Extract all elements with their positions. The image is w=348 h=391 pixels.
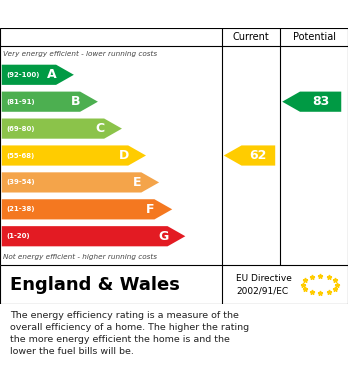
Text: EU Directive: EU Directive: [236, 274, 292, 283]
Text: D: D: [119, 149, 129, 162]
Polygon shape: [2, 91, 98, 112]
Polygon shape: [224, 145, 275, 166]
Text: England & Wales: England & Wales: [10, 276, 180, 294]
Polygon shape: [2, 65, 74, 85]
Text: (55-68): (55-68): [6, 152, 34, 158]
Text: 62: 62: [250, 149, 267, 162]
Text: F: F: [146, 203, 155, 216]
Polygon shape: [2, 118, 122, 139]
Text: Current: Current: [233, 32, 270, 42]
Text: Very energy efficient - lower running costs: Very energy efficient - lower running co…: [3, 50, 158, 57]
Text: (1-20): (1-20): [6, 233, 30, 239]
Text: 83: 83: [312, 95, 329, 108]
Text: (81-91): (81-91): [6, 99, 34, 105]
Text: (69-80): (69-80): [6, 126, 34, 132]
Text: Not energy efficient - higher running costs: Not energy efficient - higher running co…: [3, 254, 158, 260]
Text: The energy efficiency rating is a measure of the
overall efficiency of a home. T: The energy efficiency rating is a measur…: [10, 311, 250, 355]
Polygon shape: [2, 145, 146, 166]
Polygon shape: [282, 91, 341, 112]
Text: G: G: [158, 230, 168, 243]
Text: E: E: [133, 176, 141, 189]
Text: A: A: [47, 68, 57, 81]
Text: B: B: [71, 95, 81, 108]
Text: C: C: [95, 122, 104, 135]
Text: (92-100): (92-100): [6, 72, 39, 78]
Text: 2002/91/EC: 2002/91/EC: [236, 286, 288, 295]
Polygon shape: [2, 226, 185, 246]
Text: Potential: Potential: [293, 32, 336, 42]
Text: Energy Efficiency Rating: Energy Efficiency Rating: [69, 7, 279, 22]
Polygon shape: [2, 199, 172, 219]
Text: (21-38): (21-38): [6, 206, 34, 212]
Text: (39-54): (39-54): [6, 179, 34, 185]
Polygon shape: [2, 172, 159, 192]
